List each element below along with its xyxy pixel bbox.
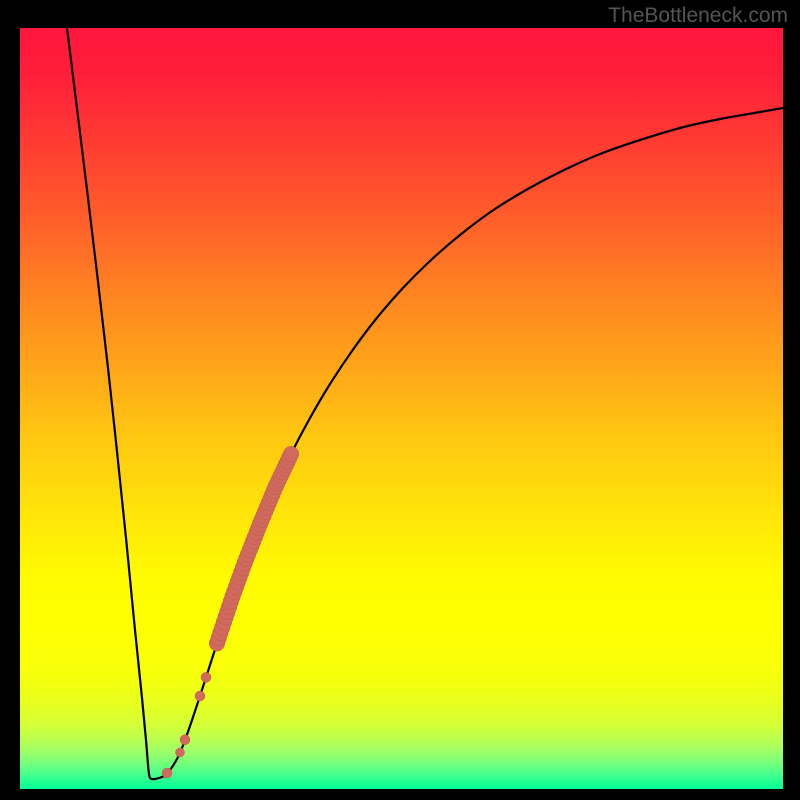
scatter-dot	[176, 748, 185, 757]
scatter-dot	[201, 672, 211, 682]
scatter-dot	[180, 735, 190, 745]
plot-border-bottom	[20, 789, 783, 790]
scatter-dot	[283, 446, 299, 462]
scatter-dot	[195, 691, 205, 701]
watermark-text: TheBottleneck.com	[608, 4, 788, 28]
plot-area	[20, 28, 783, 790]
scatter-dot	[162, 768, 172, 778]
scatter-dots-layer	[20, 28, 783, 790]
